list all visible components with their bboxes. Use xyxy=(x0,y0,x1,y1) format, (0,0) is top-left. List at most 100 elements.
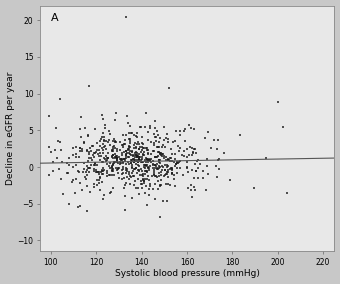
Point xyxy=(156,157,162,162)
Point xyxy=(217,157,222,162)
Point xyxy=(136,192,142,196)
Point xyxy=(185,185,190,190)
Point xyxy=(141,180,147,185)
Point xyxy=(154,166,160,171)
Point xyxy=(114,156,119,160)
Point xyxy=(156,145,162,149)
Point xyxy=(114,154,119,158)
Point xyxy=(117,140,122,144)
Point xyxy=(184,165,190,170)
Point xyxy=(154,139,159,143)
Point xyxy=(105,155,110,160)
Point xyxy=(94,168,99,172)
Point xyxy=(162,145,167,150)
Point xyxy=(164,172,169,176)
Point xyxy=(82,167,87,172)
Point xyxy=(134,134,139,139)
Point xyxy=(124,132,129,137)
Point xyxy=(100,160,106,165)
Point xyxy=(101,166,106,170)
Point xyxy=(146,178,151,183)
Point xyxy=(134,149,139,154)
Point xyxy=(152,166,157,170)
Point xyxy=(121,150,126,155)
Point xyxy=(160,198,165,203)
Point xyxy=(156,140,162,145)
Point xyxy=(124,162,129,167)
Point xyxy=(93,150,99,155)
Point xyxy=(136,155,142,160)
Point xyxy=(156,153,161,158)
Point xyxy=(139,148,144,152)
Point xyxy=(86,151,91,156)
Point xyxy=(139,186,145,191)
Point xyxy=(121,165,126,170)
Point xyxy=(162,174,167,178)
Point xyxy=(186,153,191,158)
Point xyxy=(107,166,113,170)
Point xyxy=(127,152,132,156)
Point xyxy=(156,158,162,162)
Point xyxy=(182,129,187,133)
Point xyxy=(101,145,106,149)
Point xyxy=(153,155,158,160)
Point xyxy=(72,191,78,195)
Point xyxy=(77,170,82,174)
Point xyxy=(107,161,113,165)
Point xyxy=(112,160,117,164)
Point xyxy=(145,130,151,134)
Point xyxy=(115,167,120,172)
Point xyxy=(153,163,158,168)
Point xyxy=(119,143,124,147)
Point xyxy=(171,160,177,165)
Point xyxy=(120,177,125,182)
Point xyxy=(96,170,102,174)
Point xyxy=(137,125,142,130)
Point xyxy=(166,157,172,162)
Point xyxy=(73,155,79,160)
Point xyxy=(173,162,179,166)
Point xyxy=(91,167,97,171)
Point xyxy=(184,155,190,159)
Point xyxy=(122,193,128,198)
Point xyxy=(113,145,118,150)
Point xyxy=(157,136,163,141)
Point xyxy=(114,148,120,153)
Point xyxy=(183,139,188,143)
Point xyxy=(99,180,104,184)
Point xyxy=(111,173,117,178)
Point xyxy=(158,157,163,162)
Point xyxy=(156,170,161,175)
Point xyxy=(123,152,129,156)
Point xyxy=(126,143,132,148)
Point xyxy=(88,166,93,170)
Point xyxy=(110,147,116,152)
Point xyxy=(149,152,154,157)
Point xyxy=(120,161,125,166)
Point xyxy=(96,172,101,176)
Point xyxy=(81,141,86,146)
Point xyxy=(109,169,115,173)
Point xyxy=(98,136,103,141)
Point xyxy=(100,168,105,173)
Point xyxy=(143,184,148,189)
Point xyxy=(275,100,280,105)
Point xyxy=(164,199,169,203)
Point xyxy=(98,153,103,158)
Point xyxy=(130,149,135,153)
Point xyxy=(120,143,125,147)
Point xyxy=(154,154,159,159)
Point xyxy=(135,140,141,144)
Point xyxy=(55,139,61,144)
Point xyxy=(157,161,163,165)
Point xyxy=(170,140,176,144)
Point xyxy=(151,141,157,146)
Point xyxy=(86,150,91,154)
Point xyxy=(126,137,131,141)
Point xyxy=(152,162,158,167)
Point xyxy=(101,197,106,202)
Point xyxy=(130,156,135,161)
Point xyxy=(111,149,116,153)
Point xyxy=(140,169,145,174)
Point xyxy=(177,158,182,163)
